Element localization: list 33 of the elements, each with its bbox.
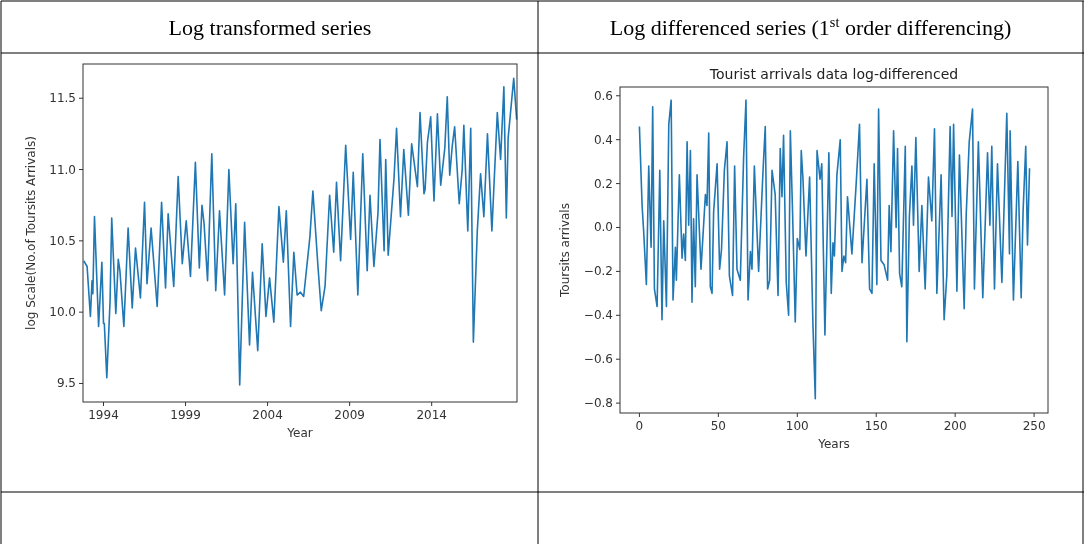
y-tick-label: 0.0 xyxy=(593,220,613,235)
x-tick-label: 100 xyxy=(785,419,809,433)
x-tick-label: 2009 xyxy=(334,408,365,422)
y-tick-label: −0.2 xyxy=(583,264,613,279)
x-tick-label: 0 xyxy=(635,419,644,433)
text: Log differenced series (1$^{st}$ order differencing) xyxy=(609,14,1012,40)
x-tick-label: 2014 xyxy=(416,408,447,422)
y-tick-label: −0.4 xyxy=(583,308,613,323)
x-tick-label: 2004 xyxy=(252,408,283,422)
y-tick-label: 10.5 xyxy=(49,233,76,248)
y-tick-label: −0.6 xyxy=(583,352,613,367)
y-tick-label: 9.5 xyxy=(56,376,76,391)
line-series xyxy=(638,99,1031,400)
x-tick-label: 200 xyxy=(943,419,967,433)
y-tick-label: 0.4 xyxy=(593,132,613,147)
y-tick-label: 11.5 xyxy=(49,91,76,106)
chart-title: Tourist arrivals data log-differenced xyxy=(708,66,959,82)
x-axis-title: Years xyxy=(817,437,850,451)
y-tick-label: −0.8 xyxy=(583,396,613,411)
y-tick-label: 0.2 xyxy=(593,176,613,191)
x-tick-label: 1999 xyxy=(170,408,201,422)
x-tick-label: 250 xyxy=(1022,419,1046,433)
y-axis-title: Toursits arrivals xyxy=(558,203,572,298)
line-series xyxy=(83,77,518,386)
x-tick-label: 1994 xyxy=(88,408,119,422)
x-axis-title: Year xyxy=(286,426,313,440)
y-axis-title: log Scale(No.of Toursits Arrivals) xyxy=(24,136,38,330)
text: Log transformed series xyxy=(168,15,372,40)
x-tick-label: 150 xyxy=(864,419,888,433)
y-tick-label: 0.6 xyxy=(593,88,613,103)
y-tick-label: 10.0 xyxy=(49,305,76,320)
x-tick-label: 50 xyxy=(710,419,726,433)
y-tick-label: 11.0 xyxy=(49,162,76,177)
